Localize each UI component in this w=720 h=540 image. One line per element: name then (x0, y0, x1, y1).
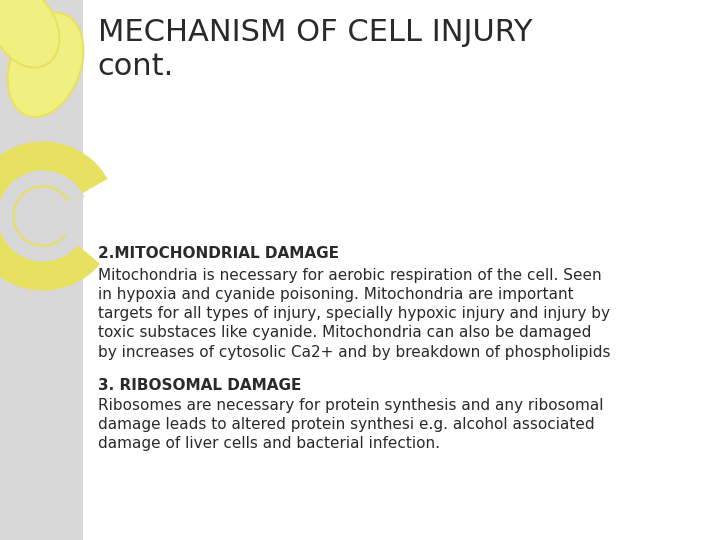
Ellipse shape (0, 0, 59, 68)
Wedge shape (0, 141, 107, 291)
Bar (0, 0, 83, 540)
Text: 2.MITOCHONDRIAL DAMAGE: 2.MITOCHONDRIAL DAMAGE (98, 246, 339, 261)
Ellipse shape (8, 12, 84, 117)
Text: 3. RIBOSOMAL DAMAGE: 3. RIBOSOMAL DAMAGE (98, 377, 301, 393)
Wedge shape (0, 171, 84, 261)
Text: Mitochondria is necessary for aerobic respiration of the cell. Seen
in hypoxia a: Mitochondria is necessary for aerobic re… (98, 268, 611, 360)
Text: Ribosomes are necessary for protein synthesis and any ribosomal
damage leads to : Ribosomes are necessary for protein synt… (98, 397, 603, 451)
Text: MECHANISM OF CELL INJURY: MECHANISM OF CELL INJURY (98, 18, 532, 47)
Text: cont.: cont. (98, 52, 174, 81)
